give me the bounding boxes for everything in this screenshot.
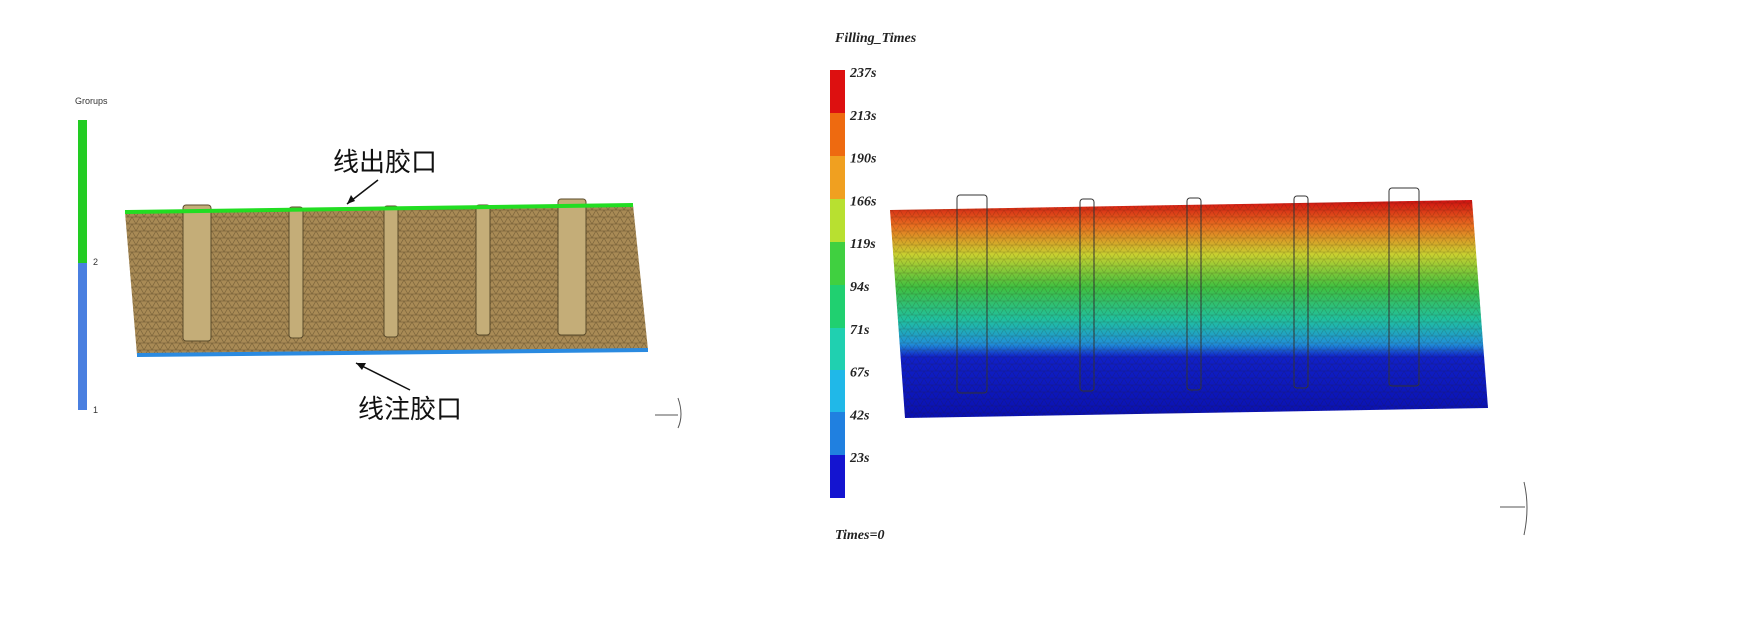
legend-label: 119s xyxy=(850,237,876,252)
arrowhead xyxy=(356,363,366,370)
inlet-line xyxy=(136,348,649,357)
legend-label: 23s xyxy=(849,451,870,466)
legend-swatch xyxy=(78,263,87,410)
arrow xyxy=(355,362,411,391)
outlet-line xyxy=(124,203,634,214)
legend-title: Grorups xyxy=(75,96,108,106)
legend-label: 2 xyxy=(93,257,98,267)
annotation: 线注胶口 xyxy=(358,395,462,425)
axis-triad xyxy=(1500,481,1528,536)
color-bar xyxy=(830,70,845,498)
legend-label: 94s xyxy=(850,280,870,295)
legend-label: 1 xyxy=(93,405,98,415)
legend-label: 190s xyxy=(850,152,877,167)
right-panel: Filling_Times 237s 213s 190s 166s 119s 94s 71s… xyxy=(830,31,1528,543)
legend-label: 67s xyxy=(850,366,870,381)
legend-label: 42s xyxy=(849,408,870,423)
left-panel: Grorups 2 1 线出胶口 线注胶口 xyxy=(75,96,682,429)
axis-triad xyxy=(655,397,682,429)
arrowhead xyxy=(347,195,355,204)
legend-label: 237s xyxy=(849,66,877,81)
legend-label: 213s xyxy=(849,109,877,124)
legend-title: Filling_Times xyxy=(834,31,917,46)
ribs xyxy=(956,187,1420,394)
footer: Times=0 xyxy=(835,528,884,543)
ribs xyxy=(182,198,587,342)
mesh-texture xyxy=(890,200,1488,418)
annotation: 线出胶口 xyxy=(333,148,437,178)
legend-label: 71s xyxy=(850,323,870,338)
legend-label: 166s xyxy=(850,194,877,209)
legend-swatch xyxy=(78,120,87,263)
